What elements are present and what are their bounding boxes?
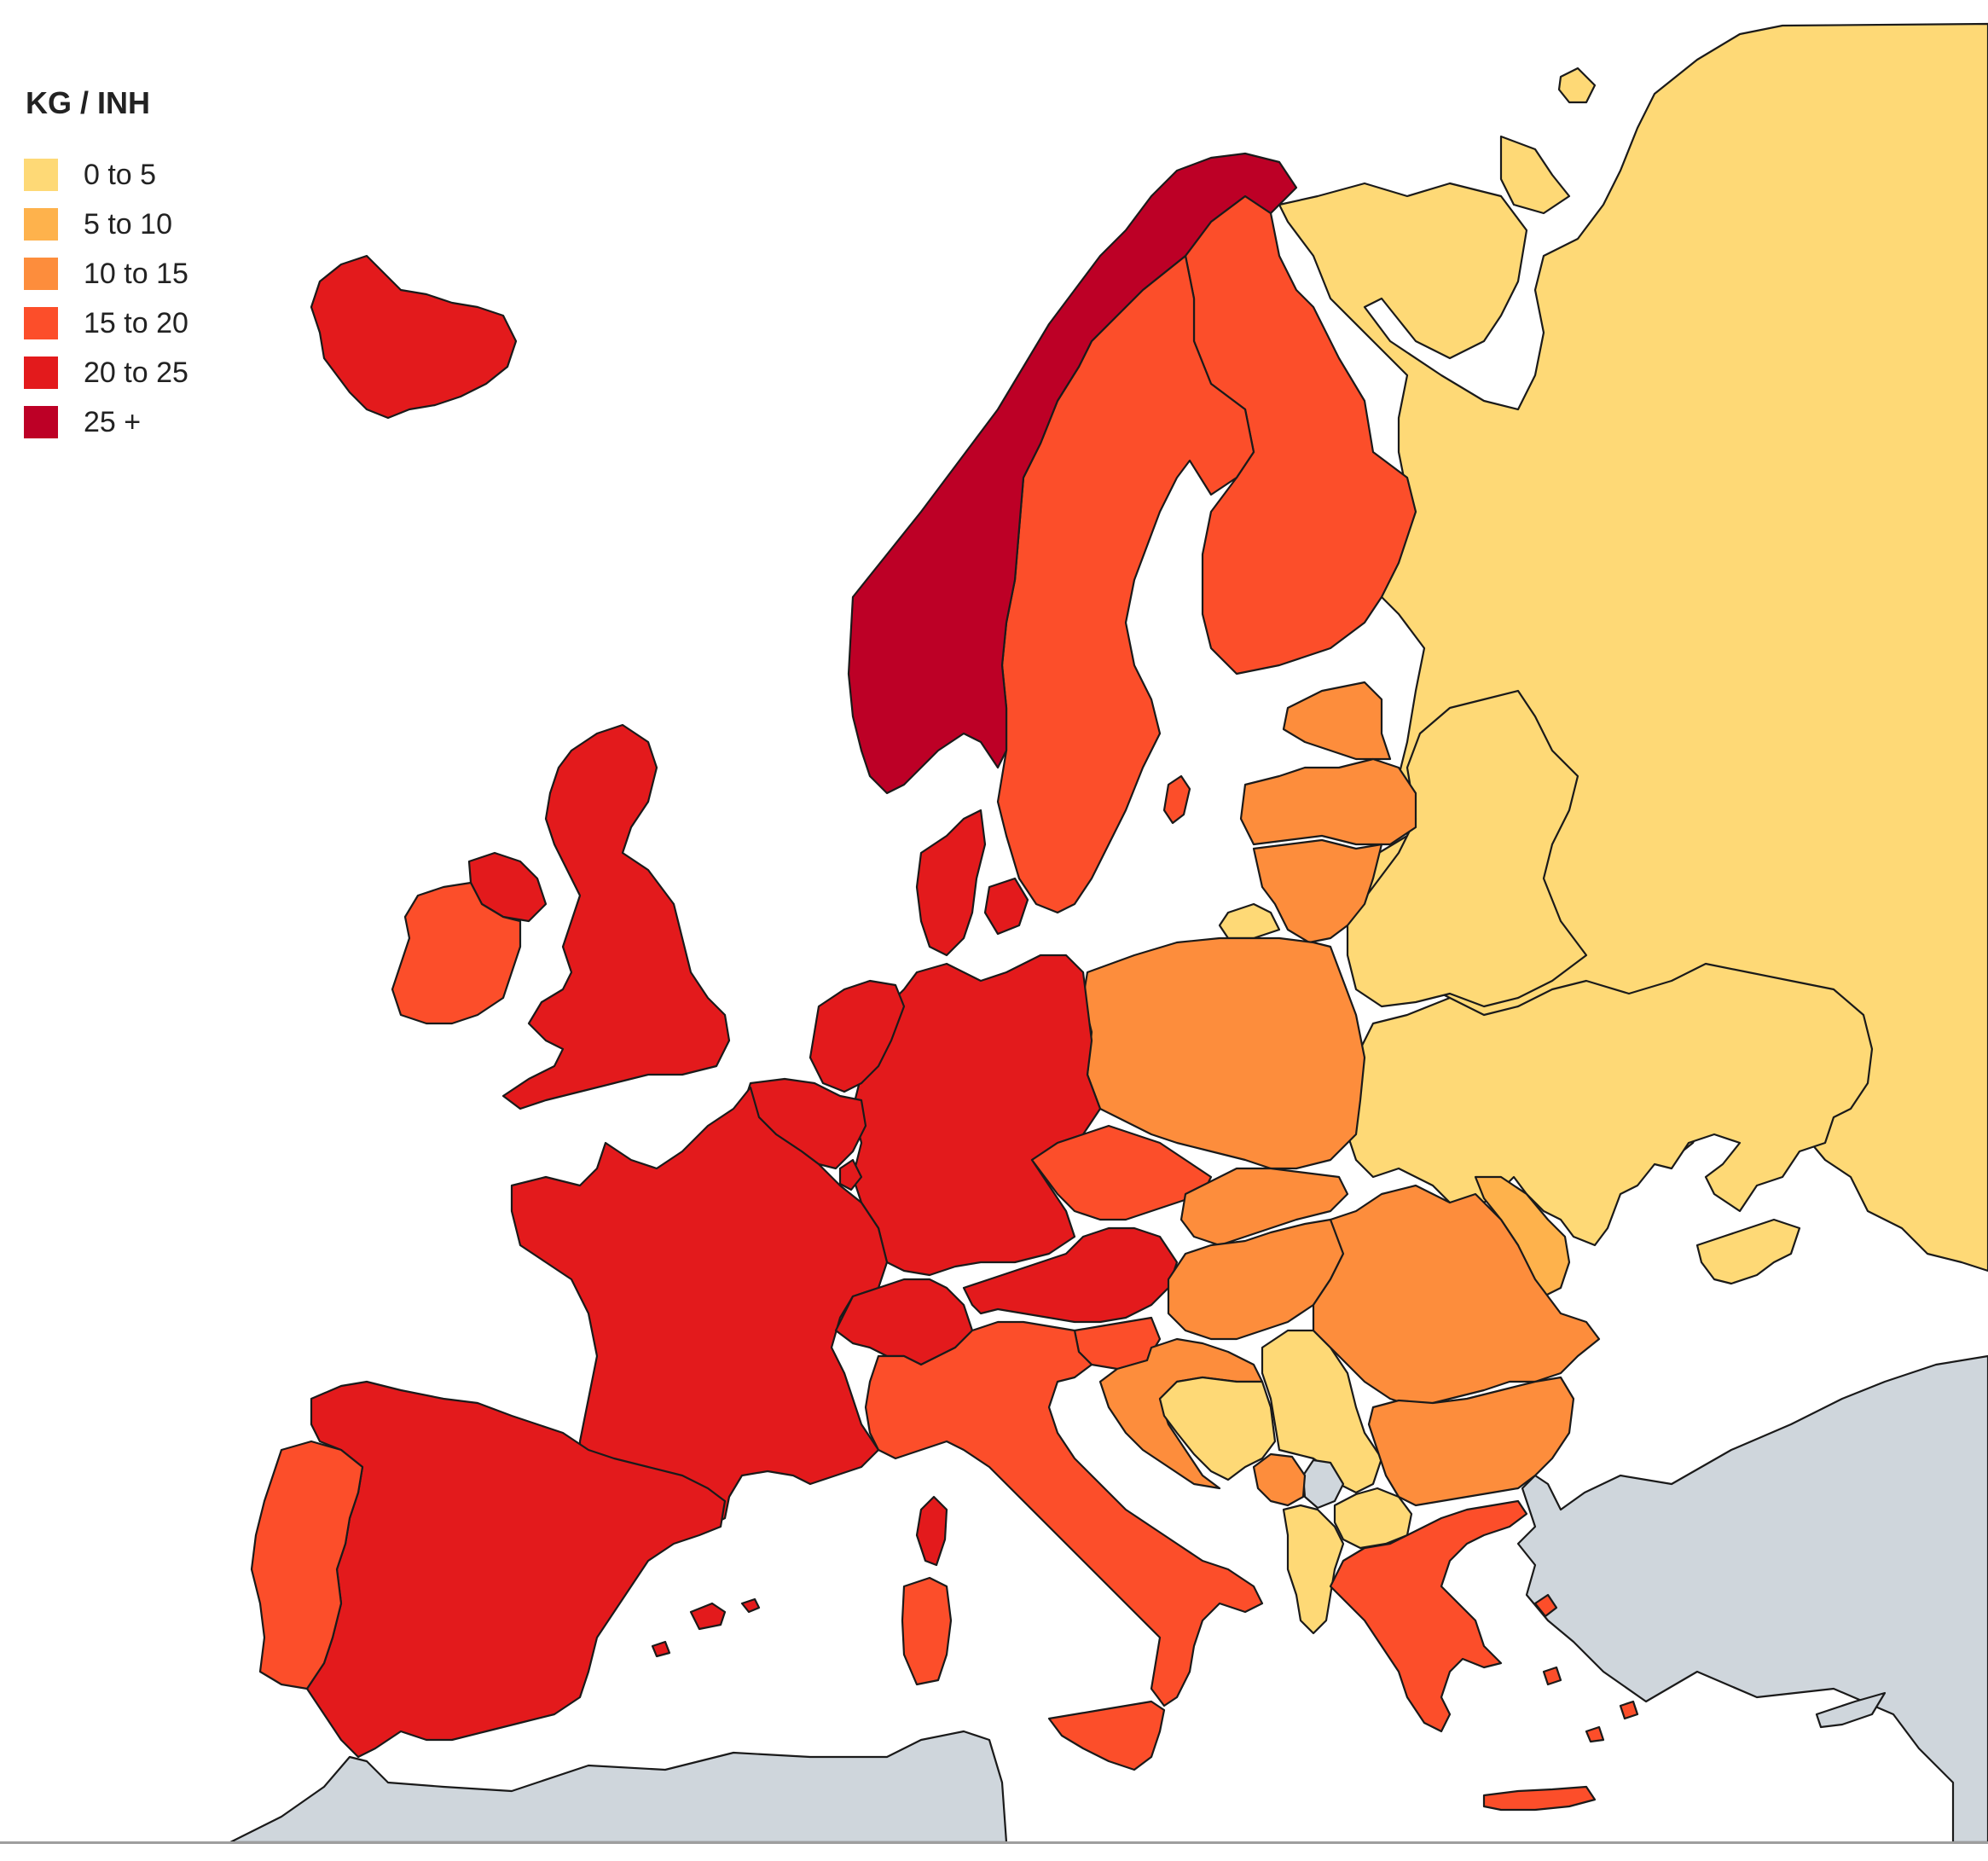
region-bulgaria <box>1367 1376 1575 1507</box>
legend-label: 10 to 15 <box>84 257 188 290</box>
region-montenegro <box>1252 1452 1307 1507</box>
legend-item: 10 to 15 <box>24 249 188 299</box>
map-legend: KG / INH 0 to 5 5 to 10 10 to 15 15 to 2… <box>24 85 188 447</box>
region-kaliningrad <box>1218 902 1281 940</box>
legend-item: 15 to 20 <box>24 299 188 348</box>
region-greece-island-4 <box>1585 1725 1605 1743</box>
region-slovakia <box>1179 1167 1349 1247</box>
legend-swatch <box>24 307 58 339</box>
region-belarus <box>1346 689 1588 1008</box>
region-crete <box>1482 1785 1597 1812</box>
legend-label: 0 to 5 <box>84 158 157 191</box>
region-croatia <box>1098 1337 1264 1490</box>
region-ireland <box>391 881 522 1025</box>
region-netherlands <box>809 979 906 1093</box>
region-poland <box>1081 936 1366 1170</box>
legend-swatch <box>24 258 58 290</box>
region-estonia <box>1282 681 1392 761</box>
region-north-africa <box>229 1730 1008 1844</box>
region-ukraine-crimea <box>1695 1218 1801 1285</box>
region-ukraine <box>1346 962 1874 1247</box>
region-greece-island-1 <box>1533 1593 1558 1618</box>
region-romania <box>1312 1184 1601 1409</box>
region-greece <box>1329 1499 1528 1733</box>
region-norway <box>847 152 1298 795</box>
legend-swatch <box>24 406 58 438</box>
legend-label: 25 + <box>84 405 142 438</box>
region-turkey-cyprus <box>1815 1691 1887 1729</box>
region-iceland <box>310 254 518 420</box>
region-balearic-2 <box>740 1597 761 1614</box>
legend-item: 20 to 25 <box>24 348 188 397</box>
legend-item: 0 to 5 <box>24 150 188 200</box>
legend-label: 5 to 10 <box>84 207 172 241</box>
region-portugal <box>250 1440 364 1690</box>
bottom-border <box>0 1841 1988 1844</box>
legend-item: 25 + <box>24 397 188 447</box>
legend-label: 15 to 20 <box>84 306 188 339</box>
region-bosnia <box>1158 1376 1277 1481</box>
region-lithuania <box>1252 838 1383 944</box>
region-united-kingdom <box>501 723 731 1110</box>
region-russia-kola <box>1499 135 1571 215</box>
region-denmark <box>915 809 987 957</box>
region-turkey <box>1516 1354 1988 1844</box>
legend-swatch <box>24 357 58 389</box>
region-luxembourg <box>838 1158 863 1191</box>
legend-item: 5 to 10 <box>24 200 188 249</box>
region-gotland <box>1162 774 1191 825</box>
region-russia-novaya-zemlya <box>1557 67 1597 104</box>
region-corsica <box>915 1495 948 1567</box>
region-denmark-zealand <box>983 877 1029 936</box>
region-balearic-1 <box>689 1602 727 1631</box>
legend-swatch <box>24 208 58 241</box>
region-sardinia <box>901 1576 953 1686</box>
region-sicily <box>1047 1700 1166 1771</box>
region-italy <box>864 1320 1264 1707</box>
region-balearic-3 <box>651 1640 671 1658</box>
region-greece-island-2 <box>1542 1666 1562 1686</box>
region-albania <box>1282 1504 1345 1635</box>
region-greece-island-3 <box>1619 1700 1639 1720</box>
region-latvia <box>1239 757 1417 846</box>
legend-swatch <box>24 159 58 191</box>
legend-label: 20 to 25 <box>84 356 188 389</box>
legend-title: KG / INH <box>26 85 151 120</box>
